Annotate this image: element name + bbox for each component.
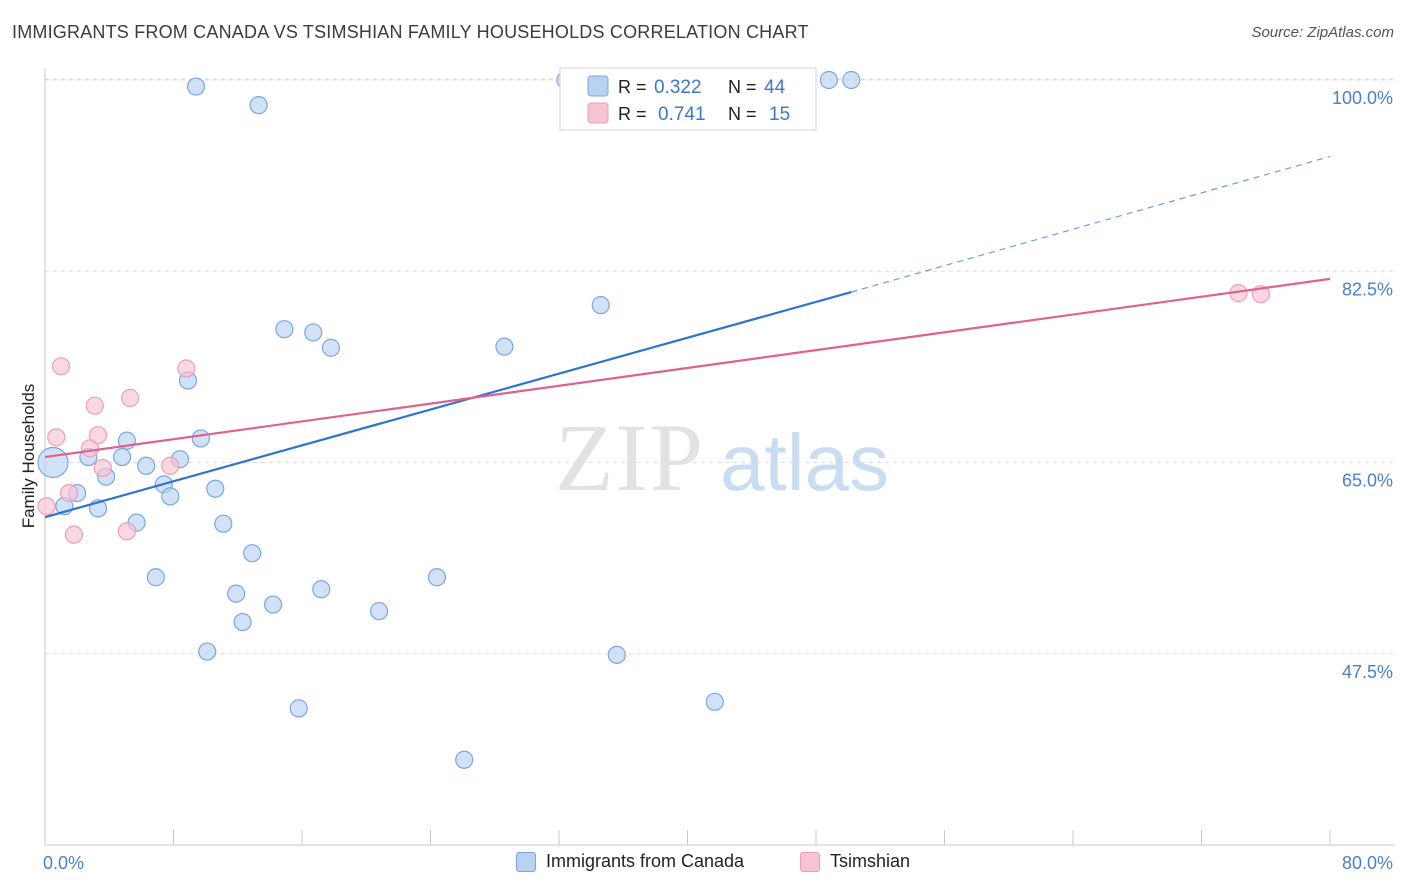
canada-point: [304, 323, 323, 342]
canada-point: [227, 584, 246, 603]
y-tick-label: 65.0%: [1342, 471, 1393, 491]
tsimshian-point: [37, 497, 56, 516]
tsimshian-point: [64, 525, 84, 544]
legend-n-label-1: N =: [728, 77, 757, 97]
canada-point: [161, 487, 180, 506]
canada-point: [243, 544, 262, 563]
tsimshian-point: [161, 456, 180, 475]
y-axis-label: Family Households: [19, 384, 38, 529]
tsimshian-trendline: [44, 277, 1331, 459]
canada-point: [206, 479, 225, 498]
legend-n-value-2: 15: [769, 104, 790, 125]
trend-lines: [44, 155, 1331, 519]
canada-point: [198, 642, 217, 661]
series-legend: Immigrants from Canada Tsimshian: [0, 851, 1406, 877]
canada-swatch: [516, 851, 536, 872]
watermark-zip: ZIP: [555, 404, 705, 511]
canada-point: [137, 456, 156, 475]
canada-point: [705, 692, 724, 711]
canada-point: [312, 580, 331, 599]
tsimshian-point: [177, 359, 196, 378]
canada-point: [495, 337, 514, 356]
legend-n-label-2: N =: [728, 104, 757, 124]
chart-title: IMMIGRANTS FROM CANADA VS TSIMSHIAN FAMI…: [12, 22, 809, 42]
tick-labels: 47.5% 65.0% 82.5% 100.0% 0.0% 80.0%: [43, 88, 1393, 873]
canada-legend-swatch: [587, 75, 609, 97]
tsimshian-point: [47, 428, 66, 447]
tsimshian-point: [51, 357, 71, 376]
canada-point: [455, 750, 474, 769]
canada-point: [321, 338, 341, 357]
tsimshian-swatch: [800, 851, 820, 872]
x-tick-label: 80.0%: [1342, 853, 1393, 873]
canada-point: [591, 296, 610, 315]
canada-point: [249, 96, 268, 115]
canada-point: [37, 446, 69, 479]
canada-point: [275, 320, 294, 339]
legend-label-canada: Immigrants from Canada: [546, 851, 745, 871]
legend-n-value-1: 44: [764, 77, 786, 98]
canada-point: [191, 429, 210, 448]
canada-point: [370, 602, 389, 621]
legend-r-label-1: R =: [618, 77, 647, 97]
correlation-legend: R = 0.322 N = 44 R = 0.741 N = 15: [559, 67, 817, 131]
canada-point: [146, 568, 165, 587]
grid-lines: [45, 78, 1395, 655]
canada-point: [214, 514, 233, 533]
canada-point: [263, 595, 283, 614]
watermark-atlas: atlas: [720, 418, 889, 507]
tsimshian-point: [117, 522, 137, 541]
tsimshian-point: [80, 439, 100, 458]
canada-point: [186, 77, 206, 96]
canada-point: [289, 699, 308, 718]
y-tick-label: 47.5%: [1342, 662, 1393, 682]
canada-point: [819, 70, 838, 90]
legend-label-tsimshian: Tsimshian: [830, 851, 911, 871]
canada-point: [427, 568, 447, 587]
tsimshian-legend-swatch: [587, 102, 609, 124]
tsimshian-point: [88, 426, 108, 445]
canada-point: [607, 645, 626, 664]
tsimshian-point: [59, 484, 79, 503]
canada-point: [233, 612, 252, 632]
legend-r-label-2: R =: [618, 104, 647, 124]
source-label: Source: ZipAtlas.com: [1251, 24, 1394, 41]
legend-r-value-1: 0.322: [654, 77, 702, 98]
legend-item-canada: Immigrants from Canada: [516, 851, 744, 872]
tsimshian-point: [121, 388, 140, 408]
legend-r-value-2: 0.741: [658, 104, 706, 125]
canada-trendline-extension: [851, 155, 1331, 293]
canada-point: [842, 70, 861, 90]
tsimshian-point: [85, 396, 104, 415]
watermark: ZIP atlas: [555, 404, 889, 511]
tsimshian-point: [93, 458, 112, 478]
y-tick-label: 100.0%: [1332, 88, 1393, 108]
canada-trendline: [44, 290, 852, 519]
y-tick-label: 82.5%: [1342, 279, 1393, 299]
legend-item-tsimshian: Tsimshian: [800, 851, 910, 872]
canada-point: [112, 447, 132, 467]
x-tick-label: 0.0%: [43, 853, 84, 873]
